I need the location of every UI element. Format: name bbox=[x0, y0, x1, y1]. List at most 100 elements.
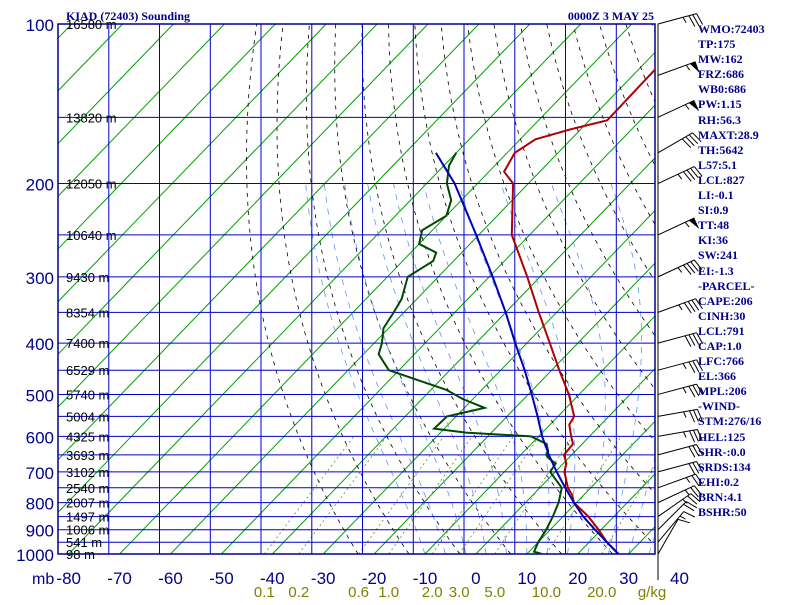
wind-barb-halfflag bbox=[680, 516, 686, 519]
wind-barb bbox=[658, 494, 700, 517]
index-item: EHI:0.2 bbox=[698, 475, 798, 490]
moist-adiabat bbox=[368, 184, 487, 555]
temperature-profile bbox=[504, 24, 698, 554]
moist-adiabat bbox=[501, 184, 575, 555]
pressure-tick-label: 900 bbox=[26, 522, 54, 541]
index-item: FRZ:686 bbox=[698, 67, 798, 82]
index-item: TP:175 bbox=[698, 37, 798, 52]
pressure-tick-label: 400 bbox=[26, 335, 54, 354]
index-item: STM:276/16 bbox=[698, 414, 798, 429]
sounding-time: 0000Z 3 MAY 25 bbox=[568, 9, 654, 23]
wind-barb-halfflag bbox=[678, 268, 682, 273]
height-label: 2007 m bbox=[66, 496, 109, 511]
index-item: KI:36 bbox=[698, 233, 798, 248]
wind-barb-halfflag bbox=[683, 364, 686, 369]
index-item: SW:241 bbox=[698, 248, 798, 263]
dry-adiabat bbox=[306, 24, 460, 554]
wind-barb-halfflag bbox=[683, 388, 686, 393]
pressure-tick-label: 600 bbox=[26, 428, 54, 447]
temperature-tick-label: -60 bbox=[158, 569, 183, 588]
moist-adiabat bbox=[629, 184, 686, 555]
wind-barb bbox=[658, 445, 703, 458]
index-item: MAXT:28.9 bbox=[698, 128, 798, 143]
mixing-ratio-label: 3.0 bbox=[449, 584, 470, 600]
pressure-tick-label: 300 bbox=[26, 269, 54, 288]
index-item: CAPE:206 bbox=[698, 294, 798, 309]
wind-barb-halfflag bbox=[685, 105, 689, 110]
wind-barb bbox=[658, 333, 703, 347]
temperature-tick-label: -50 bbox=[209, 569, 234, 588]
wind-barb bbox=[658, 167, 702, 184]
index-item: WMO:72403 bbox=[698, 22, 798, 37]
pressure-tick-label: 200 bbox=[26, 176, 54, 195]
index-item: LCL:827 bbox=[698, 173, 798, 188]
height-label: 2540 m bbox=[66, 481, 109, 496]
height-label: 98 m bbox=[66, 547, 95, 562]
isotherm-line bbox=[0, 24, 21, 554]
height-label: 5740 m bbox=[66, 387, 109, 402]
index-item: -WIND- bbox=[698, 399, 798, 414]
wind-barb-staff bbox=[658, 474, 696, 488]
mixing-ratio-label: 20.0 bbox=[587, 584, 616, 600]
index-item: PW:1.15 bbox=[698, 97, 798, 112]
wind-barb bbox=[658, 62, 700, 76]
isotherm-line bbox=[0, 24, 428, 554]
index-item: LFC:766 bbox=[698, 354, 798, 369]
temperature-tick-label: 30 bbox=[619, 569, 638, 588]
wind-barb-halfflag bbox=[686, 65, 690, 70]
moist-adiabat bbox=[459, 184, 549, 555]
mixing-ratio-line bbox=[432, 436, 513, 554]
index-item: BRN:4.1 bbox=[698, 490, 798, 505]
temperature-tick-label: 40 bbox=[670, 569, 689, 588]
parcel-path bbox=[436, 153, 619, 554]
height-label: 8354 m bbox=[66, 305, 109, 320]
wind-barb-flag bbox=[690, 431, 695, 442]
height-label: 13820 m bbox=[66, 110, 117, 125]
index-item: LI:-0.1 bbox=[698, 188, 798, 203]
mixing-ratio-label: 2.0 bbox=[422, 584, 443, 600]
mixing-ratio-label: 0.6 bbox=[348, 584, 369, 600]
pressure-tick-label: 700 bbox=[26, 464, 54, 483]
wind-barb bbox=[658, 384, 703, 397]
isotherm-line bbox=[69, 24, 581, 554]
index-item: HEL:125 bbox=[698, 430, 798, 445]
mixing-ratio-label: 0.2 bbox=[288, 584, 309, 600]
wind-barb-staff bbox=[658, 167, 694, 184]
wind-barb-halfflag bbox=[684, 432, 687, 438]
height-label: 7400 m bbox=[66, 336, 109, 351]
height-label: 9430 m bbox=[66, 270, 109, 285]
wind-barb bbox=[658, 360, 703, 373]
wind-barb-halfflag bbox=[686, 478, 690, 483]
wind-barb-halfflag bbox=[678, 174, 682, 179]
wind-barb bbox=[658, 409, 702, 422]
dry-adiabat bbox=[247, 24, 359, 554]
dry-adiabat bbox=[441, 24, 714, 554]
wind-barb bbox=[658, 512, 695, 543]
index-item: CINH:30 bbox=[698, 309, 798, 324]
index-item: WB0:686 bbox=[698, 82, 798, 97]
temperature-tick-label: 0 bbox=[471, 569, 480, 588]
index-item: SI:0.9 bbox=[698, 203, 798, 218]
index-item: SRDS:134 bbox=[698, 460, 798, 475]
index-item: LCL:791 bbox=[698, 324, 798, 339]
wind-barb bbox=[658, 133, 701, 153]
isotherm-line bbox=[171, 24, 683, 554]
pressure-tick-label: 800 bbox=[26, 495, 54, 514]
pressure-tick-label: 1000 bbox=[16, 546, 54, 565]
height-label: 12050 m bbox=[66, 177, 117, 192]
wind-barb-flag bbox=[678, 519, 690, 522]
wind-barb-staff bbox=[658, 519, 678, 554]
moist-adiabat bbox=[608, 184, 641, 555]
index-item: BSHR:50 bbox=[698, 505, 798, 520]
temperature-tick-label: -70 bbox=[107, 569, 132, 588]
mixing-ratio-label: 1.0 bbox=[378, 584, 399, 600]
wind-barb-staff bbox=[658, 512, 684, 543]
pressure-unit-label: mb bbox=[32, 571, 54, 588]
wind-barb bbox=[658, 100, 699, 117]
isotherm-line bbox=[120, 24, 632, 554]
isotherm-line bbox=[0, 24, 377, 554]
pressure-tick-label: 100 bbox=[26, 16, 54, 35]
index-item: EI:-1.3 bbox=[698, 264, 798, 279]
